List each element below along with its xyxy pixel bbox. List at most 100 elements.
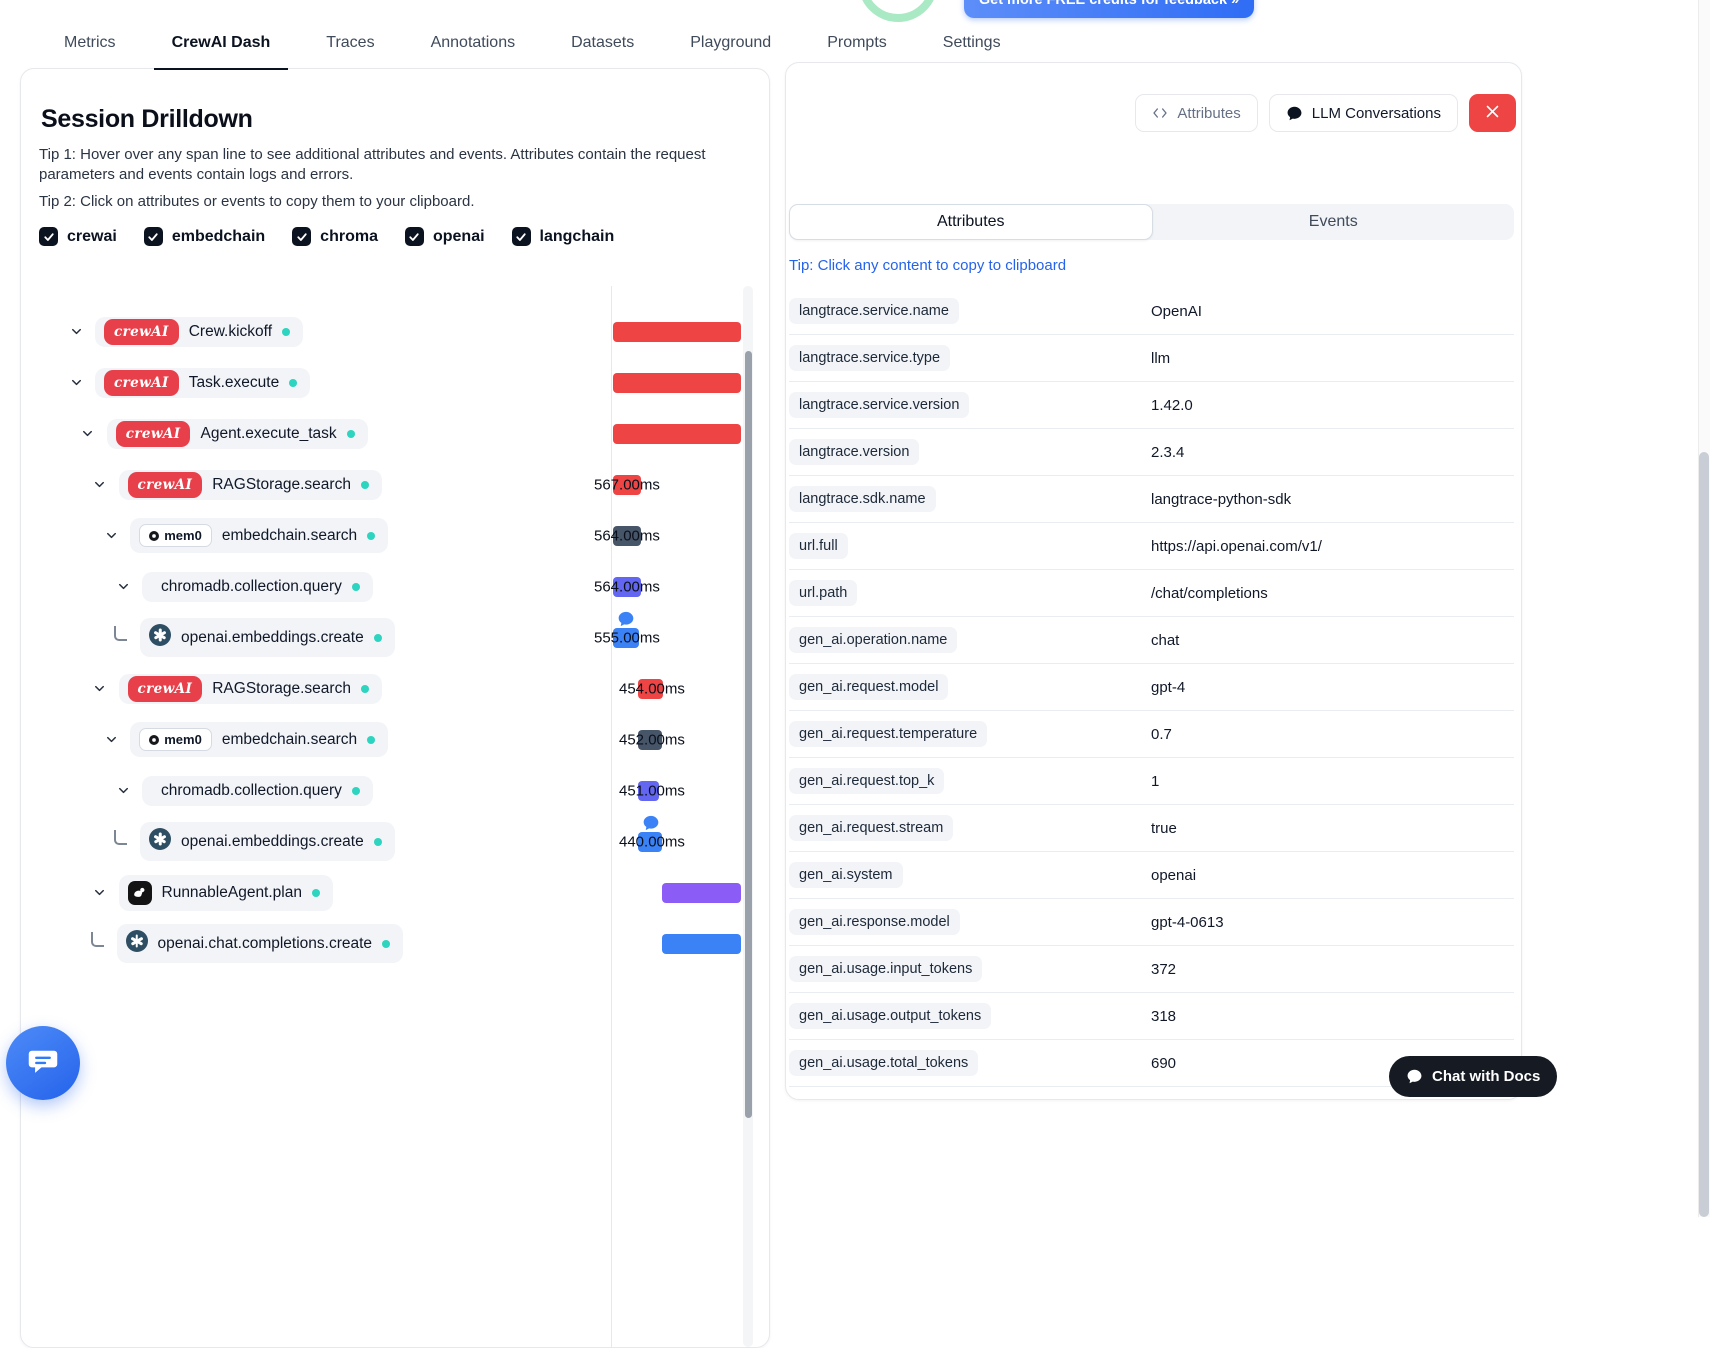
tab-playground[interactable]: Playground bbox=[688, 24, 773, 70]
attribute-key[interactable]: gen_ai.usage.output_tokens bbox=[789, 1003, 992, 1029]
attribute-value[interactable]: langtrace-python-sdk bbox=[1151, 490, 1292, 508]
span-row[interactable]: chromadb.collection.query 564.00ms bbox=[21, 561, 769, 612]
attribute-key[interactable]: gen_ai.request.stream bbox=[789, 815, 954, 841]
filter-embedchain[interactable]: embedchain bbox=[143, 227, 265, 246]
span-row[interactable]: crewAI RAGStorage.search 567.00ms bbox=[21, 459, 769, 510]
span-row[interactable]: crewAI Task.execute bbox=[21, 357, 769, 408]
tab-crewai-dash[interactable]: CrewAI Dash bbox=[153, 24, 288, 70]
attribute-value[interactable]: 318 bbox=[1151, 1007, 1177, 1025]
attribute-key[interactable]: gen_ai.request.top_k bbox=[789, 768, 945, 794]
span-row[interactable]: openai.embeddings.create 440.00ms bbox=[21, 814, 769, 867]
attribute-value[interactable]: 1.42.0 bbox=[1151, 396, 1193, 414]
chat-widget-button[interactable] bbox=[6, 1026, 80, 1100]
span-bar[interactable] bbox=[638, 780, 659, 801]
span-bar[interactable] bbox=[613, 423, 741, 444]
llm-conversations-button[interactable]: LLM Conversations bbox=[1268, 94, 1458, 132]
attribute-value[interactable]: OpenAI bbox=[1151, 302, 1202, 320]
span-row[interactable]: openai.chat.completions.create bbox=[21, 918, 769, 969]
attribute-key[interactable]: langtrace.service.type bbox=[789, 345, 951, 371]
attribute-value[interactable]: 0.7 bbox=[1151, 725, 1172, 743]
span-bar[interactable] bbox=[638, 678, 663, 699]
attribute-value[interactable]: 1 bbox=[1151, 772, 1160, 790]
span-chip[interactable]: crewAI Agent.execute_task bbox=[106, 418, 368, 449]
span-bar[interactable] bbox=[613, 576, 641, 597]
span-bar[interactable] bbox=[613, 627, 639, 648]
attribute-value[interactable]: chat bbox=[1151, 631, 1180, 649]
attribute-value[interactable]: llm bbox=[1151, 349, 1171, 367]
checkbox-checked-icon[interactable] bbox=[292, 227, 312, 246]
close-button[interactable] bbox=[1469, 94, 1516, 132]
attribute-key[interactable]: gen_ai.system bbox=[789, 862, 903, 888]
filter-crewai[interactable]: crewai bbox=[39, 227, 117, 246]
attribute-key[interactable]: gen_ai.usage.input_tokens bbox=[789, 956, 983, 982]
attribute-key[interactable]: url.full bbox=[789, 533, 848, 559]
span-row[interactable]: chromadb.collection.query 451.00ms bbox=[21, 765, 769, 816]
span-bar[interactable] bbox=[638, 831, 662, 852]
tab-prompts[interactable]: Prompts bbox=[825, 24, 889, 70]
llm-bubble-icon[interactable] bbox=[642, 814, 660, 832]
attribute-key[interactable]: gen_ai.usage.total_tokens bbox=[789, 1050, 979, 1076]
attribute-value[interactable]: true bbox=[1151, 819, 1177, 837]
span-chip[interactable]: crewAI Task.execute bbox=[95, 367, 311, 398]
checkbox-checked-icon[interactable] bbox=[143, 227, 163, 246]
span-row[interactable]: crewAI RAGStorage.search 454.00ms bbox=[21, 663, 769, 714]
span-chip[interactable]: RunnableAgent.plan bbox=[118, 874, 333, 911]
chevron-down-icon[interactable] bbox=[90, 475, 110, 495]
attribute-value[interactable]: openai bbox=[1151, 866, 1197, 884]
chat-with-docs-button[interactable]: Chat with Docs bbox=[1389, 1056, 1558, 1097]
tab-events[interactable]: Events bbox=[1308, 213, 1358, 230]
span-chip[interactable]: mem0 embedchain.search bbox=[130, 518, 389, 553]
attribute-key[interactable]: gen_ai.request.temperature bbox=[789, 721, 988, 747]
span-bar[interactable] bbox=[662, 933, 741, 954]
chevron-down-icon[interactable] bbox=[113, 781, 133, 801]
span-row[interactable]: crewAI Crew.kickoff bbox=[21, 306, 769, 357]
attribute-value[interactable]: 690 bbox=[1151, 1054, 1177, 1072]
attribute-value[interactable]: /chat/completions bbox=[1151, 584, 1268, 602]
attribute-value[interactable]: 2.3.4 bbox=[1151, 443, 1185, 461]
page-scrollbar[interactable] bbox=[1698, 0, 1710, 1217]
attribute-key[interactable]: gen_ai.request.model bbox=[789, 674, 949, 700]
attribute-key[interactable]: langtrace.service.version bbox=[789, 392, 970, 418]
chevron-down-icon[interactable] bbox=[90, 679, 110, 699]
span-bar[interactable] bbox=[613, 321, 741, 342]
span-chip[interactable]: crewAI RAGStorage.search bbox=[118, 469, 382, 500]
filter-langchain[interactable]: langchain bbox=[511, 227, 614, 246]
tree-scrollbar-thumb[interactable] bbox=[744, 351, 752, 1118]
page-scrollbar-thumb[interactable] bbox=[1699, 452, 1709, 1217]
span-bar[interactable] bbox=[662, 882, 741, 903]
attribute-key[interactable]: gen_ai.operation.name bbox=[789, 627, 958, 653]
attribute-value[interactable]: https://api.openai.com/v1/ bbox=[1151, 537, 1322, 555]
chevron-down-icon[interactable] bbox=[101, 730, 121, 750]
span-chip[interactable]: crewAI RAGStorage.search bbox=[118, 673, 382, 704]
chevron-down-icon[interactable] bbox=[101, 526, 121, 546]
span-row[interactable]: mem0 embedchain.search 452.00ms bbox=[21, 714, 769, 765]
attribute-value[interactable]: gpt-4 bbox=[1151, 678, 1186, 696]
span-bar[interactable] bbox=[613, 474, 641, 495]
tab-traces[interactable]: Traces bbox=[324, 24, 376, 70]
span-row[interactable]: openai.embeddings.create 555.00ms bbox=[21, 610, 769, 663]
checkbox-checked-icon[interactable] bbox=[404, 227, 424, 246]
tab-attributes[interactable]: Attributes bbox=[789, 204, 1153, 240]
checkbox-checked-icon[interactable] bbox=[511, 227, 531, 246]
chevron-down-icon[interactable] bbox=[90, 883, 110, 903]
chevron-down-icon[interactable] bbox=[66, 373, 86, 393]
span-chip[interactable]: openai.embeddings.create bbox=[140, 618, 395, 657]
span-chip[interactable]: crewAI Crew.kickoff bbox=[95, 316, 304, 347]
attribute-key[interactable]: url.path bbox=[789, 580, 858, 606]
llm-bubble-icon[interactable] bbox=[617, 610, 635, 628]
span-bar[interactable] bbox=[613, 525, 641, 546]
filter-chroma[interactable]: chroma bbox=[292, 227, 378, 246]
attribute-key[interactable]: langtrace.sdk.name bbox=[789, 486, 936, 512]
span-chip[interactable]: mem0 embedchain.search bbox=[130, 722, 389, 757]
span-chip[interactable]: openai.chat.completions.create bbox=[116, 924, 404, 963]
span-chip[interactable]: chromadb.collection.query bbox=[142, 775, 373, 806]
checkbox-checked-icon[interactable] bbox=[39, 227, 58, 246]
attribute-value[interactable]: 372 bbox=[1151, 960, 1177, 978]
attribute-value[interactable]: gpt-4-0613 bbox=[1151, 913, 1224, 931]
attribute-key[interactable]: langtrace.version bbox=[789, 439, 920, 465]
attribute-key[interactable]: gen_ai.response.model bbox=[789, 909, 960, 935]
chevron-down-icon[interactable] bbox=[66, 322, 86, 342]
tab-annotations[interactable]: Annotations bbox=[429, 24, 518, 70]
chevron-down-icon[interactable] bbox=[78, 424, 98, 444]
span-chip[interactable]: chromadb.collection.query bbox=[142, 571, 373, 602]
